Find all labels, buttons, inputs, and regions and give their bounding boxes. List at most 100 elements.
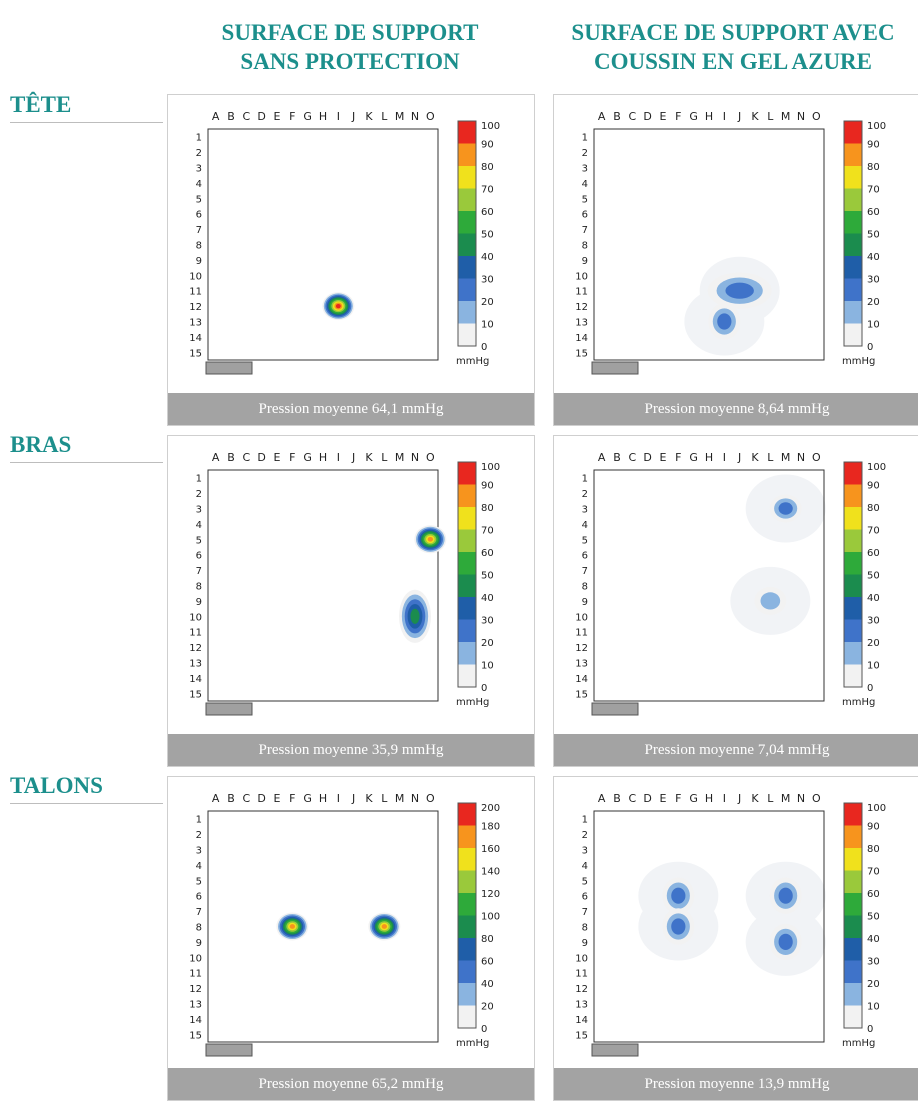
scale-tick-label: 80 [867,844,880,855]
scale-segment [458,915,476,938]
row-label: 9 [582,597,588,608]
scale-segment [458,960,476,983]
column-label: D [643,451,651,464]
scale-tick-label: 50 [867,230,880,241]
scale-segment [844,529,862,552]
column-label: O [812,792,821,805]
scale-tick-label: 60 [867,207,880,218]
map-frame [593,128,825,361]
column-label: M [781,110,791,123]
scale-tick-label: 80 [481,503,494,514]
scale-segment [844,233,862,256]
row-label: 3 [582,164,588,175]
column-heading-2-line1: SURFACE DE SUPPORT AVEC [571,20,895,45]
row-label: 7 [582,566,588,577]
column-label: L [767,110,774,123]
scale-segment [458,825,476,848]
column-label: F [289,110,295,123]
scale-tick-label: 0 [481,683,487,694]
scale-tick-label: 120 [481,889,500,900]
scale-segment [458,597,476,620]
scale-segment [844,278,862,301]
scale-tick-label: 20 [481,1002,494,1013]
row-label: 15 [575,348,588,359]
column-label: K [751,451,759,464]
scale-tick-label: 70 [867,185,880,196]
pressure-contour [381,924,387,929]
pressure-contour [410,608,420,624]
column-label: C [628,451,636,464]
column-label: A [212,792,220,805]
row-label: 12 [189,302,202,313]
scale-frame [457,802,477,1029]
scale-tick-label: 10 [867,320,880,331]
row-label: 4 [196,861,202,872]
pressure-contour [427,536,434,542]
row-label: 2 [196,830,202,841]
row-label: 14 [575,333,588,344]
scale-segment [844,915,862,938]
column-label: E [660,110,667,123]
column-label: K [751,792,759,805]
column-heading-1-line1: SURFACE DE SUPPORT [221,20,479,45]
scale-tick-label: 40 [481,593,494,604]
scale-segment [844,323,862,346]
row-label: 10 [189,953,202,964]
pressure-contour [778,887,793,904]
scale-tick-label: 30 [867,957,880,968]
row-label: 3 [196,505,202,516]
scale-tick-label: 60 [867,889,880,900]
scale-tick-label: 100 [867,121,886,132]
scale-tick-label: 0 [481,1024,487,1035]
scale-segment [844,664,862,687]
column-label: N [797,110,805,123]
average-pressure-caption: Pression moyenne 8,64 mmHg [554,393,918,425]
heatmap-svg: A B C D E F G H I J K L M N O1234567891011121314150102… [189,451,500,716]
scale-tick-label: 90 [481,481,494,492]
pressure-contour [778,933,793,950]
column-label: F [289,792,295,805]
column-label: J [737,451,741,464]
scale-tick-label: 80 [481,934,494,945]
scale-segment [458,870,476,893]
scale-tick-label: 100 [481,462,500,473]
column-label: G [303,451,312,464]
scale-segment [458,619,476,642]
scale-segment [844,893,862,916]
scale-segment [844,301,862,324]
column-label: G [303,110,312,123]
column-label: F [289,451,295,464]
scale-segment [844,552,862,575]
scale-segment [844,574,862,597]
pressure-contour [717,313,732,330]
heatmap-svg: A B C D E F G H I J K L M N O1234567891011121314150102… [189,110,500,375]
scale-frame [457,120,477,347]
scale-tick-label: 70 [481,185,494,196]
column-label: C [628,110,636,123]
scale-tick-label: 80 [481,162,494,173]
scale-segment [458,574,476,597]
column-label: F [675,110,681,123]
column-label: I [337,792,340,805]
pressure-map-tete-coussin-gel: A B C D E F G H I J K L M N O 1 2 3 4 5 6 7 8 9 10 11 12 13 14 15 0 10 2… [553,94,918,426]
scale-segment [844,960,862,983]
scale-tick-label: 50 [867,912,880,923]
scale-frame [843,120,863,347]
row-label: 13 [575,659,588,670]
scale-segment [844,166,862,189]
column-label: O [426,110,435,123]
column-label: D [643,110,651,123]
row-label-talons: TALONS [10,773,103,798]
scale-segment [844,938,862,961]
row-label: 4 [196,179,202,190]
scale-tick-label: 20 [481,638,494,649]
column-heading-1: SURFACE DE SUPPORT SANS PROTECTION [167,18,533,76]
column-label: H [319,110,327,123]
scale-segment [458,848,476,871]
scale-segment [844,825,862,848]
column-label: E [660,451,667,464]
column-label: G [303,792,312,805]
column-label: O [812,451,821,464]
pressure-contour [760,592,781,610]
row-label: 11 [575,287,588,298]
